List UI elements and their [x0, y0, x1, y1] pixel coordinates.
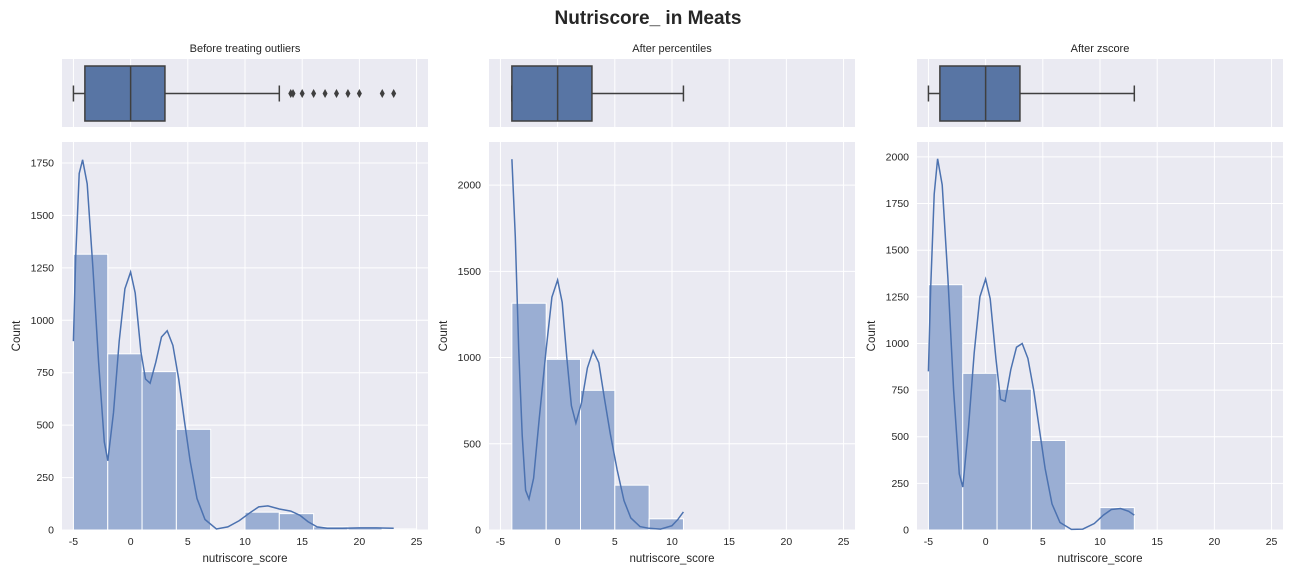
- box-iqr: [84, 65, 166, 122]
- subplot-title: After zscore: [1071, 43, 1130, 55]
- y-axis-label: Count: [438, 320, 450, 351]
- box-outlier: [334, 89, 339, 98]
- y-tick-label: 500: [891, 431, 909, 443]
- histogram-bar: [580, 389, 616, 531]
- figure-title: Nutriscore_ in Meats: [554, 8, 742, 29]
- subplot-title: Before treating outliers: [190, 43, 301, 55]
- box-outlier: [391, 89, 397, 98]
- histogram-bar: [244, 511, 280, 531]
- y-tick-label: 1250: [886, 291, 910, 303]
- y-tick-label: 0: [903, 525, 909, 537]
- y-tick-label: 1000: [886, 338, 910, 350]
- y-tick-label: 0: [475, 525, 481, 537]
- box-outlier: [299, 89, 305, 98]
- x-tick-label: -5: [496, 536, 505, 548]
- y-tick-label: 2000: [886, 151, 910, 163]
- box-outlier: [290, 89, 296, 98]
- x-axis-label: nutriscore_score: [202, 553, 287, 565]
- y-tick-label: 750: [36, 367, 54, 379]
- x-tick-label: -5: [69, 536, 78, 548]
- y-tick-label: 1500: [458, 266, 482, 278]
- box-outlier: [379, 89, 385, 98]
- x-tick-label: 20: [354, 536, 366, 548]
- y-tick-label: 1500: [31, 210, 55, 222]
- x-tick-label: 10: [666, 536, 678, 548]
- histogram-bar: [107, 353, 143, 531]
- kde-line: [72, 159, 394, 530]
- y-tick-label: 2000: [458, 180, 482, 192]
- histogram-bar: [996, 388, 1032, 531]
- box-outlier: [322, 89, 328, 98]
- x-tick-label: 5: [185, 536, 191, 548]
- x-tick-label: -5: [924, 536, 933, 548]
- y-axis-label: Count: [866, 320, 878, 351]
- x-tick-label: 15: [723, 536, 735, 548]
- x-axis-label: nutriscore_score: [629, 553, 714, 565]
- y-tick-label: 1000: [31, 315, 55, 327]
- y-tick-label: 750: [891, 385, 909, 397]
- x-tick-label: 15: [1151, 536, 1163, 548]
- x-axis-label: nutriscore_score: [1057, 553, 1142, 565]
- kde-line: [927, 158, 1135, 531]
- box-outlier: [345, 89, 351, 98]
- y-tick-label: 500: [36, 420, 54, 432]
- kde-line: [511, 159, 685, 530]
- x-tick-label: 25: [1266, 536, 1278, 548]
- x-tick-label: 20: [781, 536, 793, 548]
- histogram-bar: [614, 484, 650, 531]
- y-tick-label: 1500: [886, 245, 910, 257]
- x-tick-label: 0: [983, 536, 989, 548]
- histogram-bar: [962, 372, 998, 531]
- x-tick-label: 0: [555, 536, 561, 548]
- box-iqr: [511, 65, 593, 122]
- x-tick-label: 0: [128, 536, 134, 548]
- histogram-bar: [381, 528, 418, 531]
- x-tick-label: 5: [1040, 536, 1046, 548]
- box-outlier: [356, 89, 362, 98]
- y-tick-label: 0: [48, 525, 54, 537]
- box-iqr: [939, 65, 1021, 122]
- histogram-bar: [927, 284, 964, 531]
- x-tick-label: 10: [1094, 536, 1106, 548]
- y-axis-label: Count: [11, 320, 23, 351]
- y-tick-label: 1750: [886, 198, 910, 210]
- box-outlier: [311, 89, 317, 98]
- x-tick-label: 15: [296, 536, 308, 548]
- y-tick-label: 1750: [31, 157, 55, 169]
- x-tick-label: 20: [1209, 536, 1221, 548]
- y-tick-label: 500: [463, 438, 481, 450]
- y-tick-label: 250: [891, 478, 909, 490]
- x-tick-label: 25: [838, 536, 850, 548]
- x-tick-label: 25: [411, 536, 423, 548]
- y-tick-label: 1250: [31, 262, 55, 274]
- subplot-title: After percentiles: [632, 43, 712, 55]
- y-tick-label: 250: [36, 472, 54, 484]
- x-tick-label: 10: [239, 536, 251, 548]
- histogram-bar: [545, 358, 581, 531]
- histogram-bar: [648, 518, 684, 531]
- histogram-bar: [141, 371, 177, 531]
- x-tick-label: 5: [612, 536, 618, 548]
- y-tick-label: 1000: [458, 352, 482, 364]
- histogram-bar: [72, 253, 109, 531]
